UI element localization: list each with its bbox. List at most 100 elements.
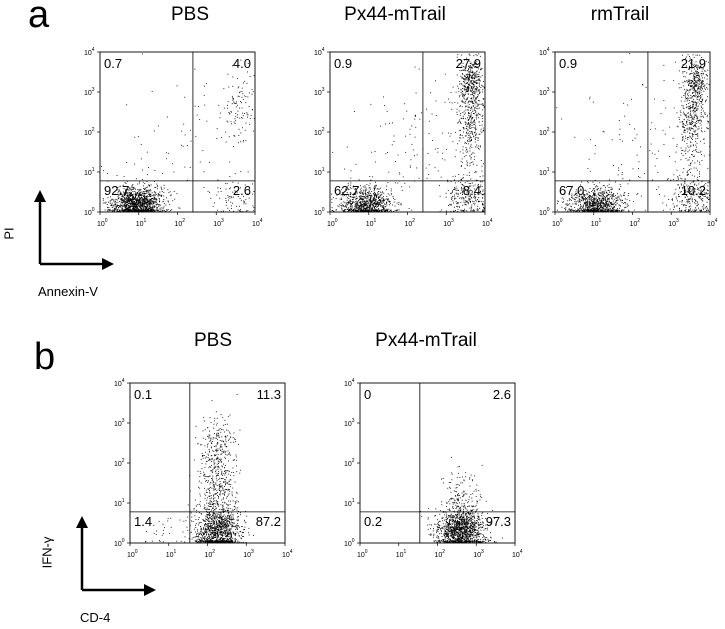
event-dot	[347, 194, 349, 195]
event-dot	[359, 208, 361, 210]
event-dot	[451, 204, 452, 206]
event-dot	[128, 198, 130, 200]
event-dot	[355, 210, 357, 212]
event-dot	[619, 210, 621, 212]
event-dot	[463, 190, 465, 192]
event-dot	[588, 209, 590, 211]
event-dot	[231, 111, 232, 113]
event-dot	[475, 73, 477, 75]
event-dot	[569, 203, 571, 205]
event-dot	[474, 195, 475, 197]
event-dot	[138, 204, 139, 206]
event-dot	[126, 181, 128, 182]
event-dot	[680, 210, 682, 211]
event-dot	[463, 85, 465, 87]
event-dot	[457, 102, 459, 104]
event-dot	[469, 116, 471, 118]
event-dot	[469, 128, 471, 129]
event-dot	[374, 189, 375, 191]
event-dot	[597, 193, 599, 195]
event-dot	[467, 140, 468, 141]
event-dot	[592, 209, 594, 211]
event-dot	[684, 191, 686, 193]
event-dot	[478, 184, 479, 185]
event-dot	[245, 199, 247, 201]
event-dot	[468, 77, 469, 79]
event-dot	[689, 209, 690, 211]
x-tick-label: 100	[97, 218, 108, 228]
event-dot	[468, 93, 469, 95]
event-dot	[375, 203, 377, 205]
event-dot	[476, 113, 478, 115]
event-dot	[565, 204, 567, 205]
event-dot	[143, 207, 145, 208]
event-dot	[146, 209, 148, 211]
event-dot	[384, 210, 386, 212]
event-dot	[583, 195, 585, 196]
event-dot	[137, 203, 139, 205]
event-dot	[468, 84, 470, 85]
event-dot	[697, 202, 698, 204]
event-dot	[681, 140, 683, 141]
event-dot	[694, 184, 695, 186]
event-dot	[360, 208, 362, 210]
event-dot	[463, 78, 464, 80]
event-dot	[684, 178, 686, 180]
event-dot	[465, 77, 467, 78]
event-dot	[145, 207, 147, 208]
event-dot	[343, 210, 345, 211]
event-dot	[615, 201, 616, 203]
event-dot	[121, 209, 122, 211]
event-dot	[149, 200, 150, 202]
event-dot	[374, 193, 376, 195]
event-dot	[469, 83, 470, 85]
event-dot	[355, 210, 357, 211]
event-dot	[415, 92, 417, 94]
event-dot	[679, 210, 680, 212]
event-dot	[573, 210, 575, 212]
event-dot	[368, 206, 369, 208]
event-dot	[470, 118, 472, 120]
event-dot	[593, 199, 595, 200]
event-dot	[557, 201, 559, 202]
event-dot	[692, 105, 694, 107]
event-dot	[685, 57, 686, 59]
event-dot	[434, 148, 436, 150]
event-dot	[118, 207, 119, 208]
event-dot	[604, 209, 606, 211]
event-dot	[602, 203, 604, 205]
event-dot	[235, 113, 237, 114]
event-dot	[448, 205, 449, 206]
event-dot	[131, 202, 132, 204]
event-dot	[220, 112, 221, 114]
event-dot	[392, 196, 394, 197]
event-dot	[579, 211, 580, 212]
event-dot	[462, 177, 464, 179]
event-dot	[607, 185, 609, 187]
event-dot	[237, 189, 239, 191]
event-dot	[144, 183, 146, 184]
event-dot	[350, 192, 352, 194]
event-dot	[697, 179, 699, 181]
event-dot	[136, 198, 138, 199]
event-dot	[605, 200, 607, 202]
event-dot	[389, 122, 390, 124]
event-dot	[369, 187, 371, 189]
event-dot	[462, 137, 464, 139]
event-dot	[124, 210, 126, 211]
event-dot	[152, 205, 154, 207]
event-dot	[123, 188, 125, 190]
event-dot	[467, 88, 469, 90]
event-dot	[471, 64, 473, 65]
event-dot	[672, 199, 673, 201]
event-dot	[343, 201, 345, 203]
event-dot	[692, 209, 694, 211]
event-dot	[374, 211, 375, 212]
event-dot	[603, 196, 605, 197]
event-dot	[162, 207, 164, 209]
event-dot	[467, 195, 469, 197]
event-dot	[398, 202, 400, 203]
event-dot	[467, 73, 468, 75]
event-dot	[365, 201, 367, 202]
event-dot	[480, 160, 482, 161]
